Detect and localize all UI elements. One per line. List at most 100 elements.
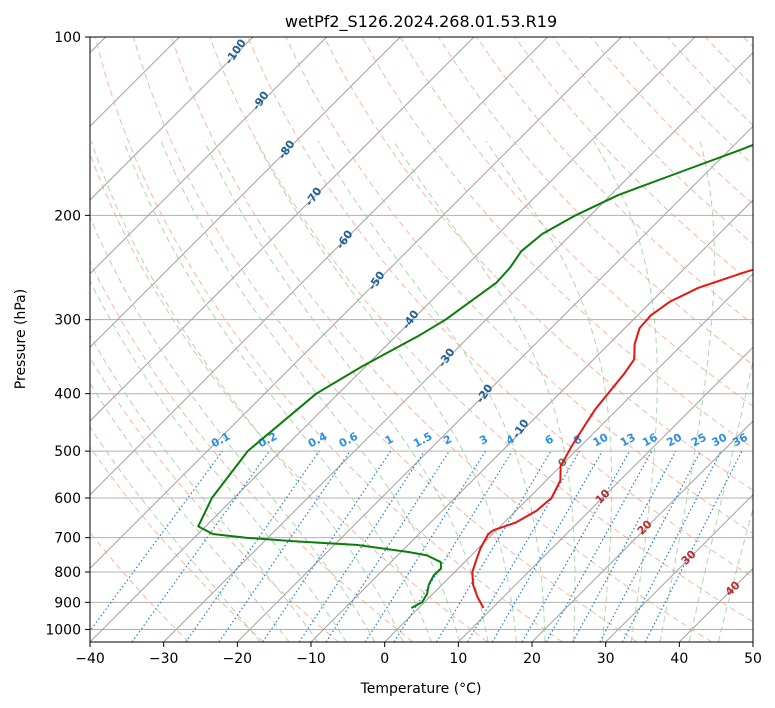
mixing-ratio-label: 2 xyxy=(441,432,454,447)
isotherm-line xyxy=(90,37,622,570)
temperature-profile-line xyxy=(471,268,753,609)
dry-adiabat-line xyxy=(90,356,339,642)
moist-adiabat-line xyxy=(90,382,290,642)
mixing-ratio-label: 30 xyxy=(710,431,730,450)
isotherm-line xyxy=(310,199,753,642)
plot-frame xyxy=(89,36,754,643)
chart-title: wetPf2_S126.2024.268.01.53.R19 xyxy=(285,12,557,32)
isotherm-line xyxy=(90,37,328,275)
mixing-ratio-line xyxy=(185,450,320,642)
isotherm-line xyxy=(384,272,753,642)
mixing-ratio-line xyxy=(218,450,351,642)
y-axis-label: Pressure (hPa) xyxy=(13,289,29,389)
mixing-ratio-label: 20 xyxy=(664,431,684,450)
dewpoint-profile-line xyxy=(197,143,753,609)
dry-adiabat-line xyxy=(437,37,753,366)
mixing-ratio-label: 0.1 xyxy=(209,430,232,451)
x-tick-label: −10 xyxy=(296,651,326,667)
x-tick-label: 0 xyxy=(380,651,389,667)
y-tick-label: 400 xyxy=(54,387,81,403)
dry-adiabat-line xyxy=(171,37,712,642)
dry-adiabat-label: -40 xyxy=(400,308,422,332)
isotherm-line xyxy=(678,567,753,642)
isotherm-line xyxy=(163,51,753,642)
mixing-ratio-line xyxy=(491,450,603,642)
dry-adiabat-line xyxy=(476,37,753,325)
mixing-ratio-label: 1.5 xyxy=(411,430,434,451)
moist-adiabat-line xyxy=(317,141,546,642)
moist-adiabat-line xyxy=(204,141,489,642)
dry-adiabat-label: -90 xyxy=(250,89,272,113)
moist-adiabat-line xyxy=(90,141,404,642)
moist-adiabat-line xyxy=(90,279,347,642)
dry-adiabat-line xyxy=(514,37,753,285)
isotherm-line xyxy=(457,346,753,642)
y-axis: 100 200 300 400 500 600 700 800 900 1000 xyxy=(45,30,90,638)
mixing-ratio-line xyxy=(90,450,223,632)
dry-adiabat-line xyxy=(666,37,753,126)
y-tick-label: 500 xyxy=(54,444,81,460)
y-tick-label: 200 xyxy=(54,208,81,224)
mixing-ratio-line xyxy=(325,450,450,642)
moist-adiabat-line xyxy=(688,358,753,642)
isotherm-line xyxy=(90,37,254,201)
isotherm-line xyxy=(90,37,696,642)
dry-adiabat-line xyxy=(90,446,264,642)
dry-adiabat-line xyxy=(94,37,563,642)
moist-adiabat-line xyxy=(90,215,376,642)
mixing-ratio-line xyxy=(393,450,513,642)
moist-adiabat-line xyxy=(255,141,517,642)
isotherm-line xyxy=(605,493,753,642)
y-tick-label: 700 xyxy=(54,531,81,547)
isotherm-line xyxy=(752,641,753,642)
sounding-profiles xyxy=(197,143,753,609)
x-axis-label: Temperature (°C) xyxy=(360,681,482,697)
mixing-ratio-label: 13 xyxy=(618,431,638,450)
mixing-ratio-label: 1 xyxy=(383,432,396,447)
mixing-ratio-line xyxy=(364,450,486,642)
x-tick-label: −30 xyxy=(149,651,179,667)
x-tick-label: −40 xyxy=(75,651,105,667)
moist-adiabat-line xyxy=(90,426,261,642)
mixing-ratio-line xyxy=(521,450,631,642)
moist-adiabat-line xyxy=(393,141,576,642)
dry-adiabat-label: -100 xyxy=(222,36,249,66)
mixing-ratio-label: 0.6 xyxy=(337,430,361,451)
mixing-ratio-label: 6 xyxy=(543,432,556,447)
background-lines xyxy=(90,37,753,642)
dry-adiabat-line xyxy=(590,37,753,205)
dry-adiabat-line xyxy=(90,152,488,642)
moist-adiabat-line xyxy=(659,141,715,642)
mixing-ratio-label: 16 xyxy=(640,431,660,450)
mixing-ratio-label: 0.4 xyxy=(306,430,330,451)
x-tick-label: 40 xyxy=(670,651,688,667)
x-axis: −40 −30 −20 −10 0 10 20 30 40 50 xyxy=(75,642,762,667)
isotherm-line xyxy=(236,125,753,642)
x-tick-label: 30 xyxy=(597,651,615,667)
moist-adiabat-line xyxy=(593,141,658,642)
moist-adiabat-line xyxy=(123,141,432,642)
mixing-ratio-line xyxy=(572,450,677,642)
mixing-ratio-line xyxy=(599,450,702,642)
isotherm-line xyxy=(531,420,753,642)
isopleth-labels: 0.1 0.2 0.4 0.6 1 1.5 2 3 4 6 8 10 13 16 20 25 30 36-100-… xyxy=(209,36,750,599)
x-tick-label: 10 xyxy=(449,651,467,667)
y-tick-label: 1000 xyxy=(45,622,81,638)
moist-adiabat-line xyxy=(485,141,613,642)
dry-adiabat-line xyxy=(90,260,414,642)
mixing-ratio-label: 10 xyxy=(591,431,611,450)
moist-adiabat-line xyxy=(160,141,461,642)
y-tick-label: 100 xyxy=(54,30,81,46)
dry-adiabat-line xyxy=(247,37,753,578)
y-tick-label: 800 xyxy=(54,565,81,581)
dry-adiabat-line xyxy=(209,37,753,623)
mixing-ratio-line xyxy=(545,450,653,642)
mixing-ratio-line xyxy=(435,450,552,642)
x-tick-label: −20 xyxy=(223,651,253,667)
mixing-ratio-line xyxy=(466,450,580,642)
mixing-ratio-label: 25 xyxy=(689,431,709,450)
dry-adiabat-line xyxy=(285,37,753,535)
dry-adiabat-line xyxy=(704,37,753,87)
x-tick-label: 20 xyxy=(523,651,541,667)
